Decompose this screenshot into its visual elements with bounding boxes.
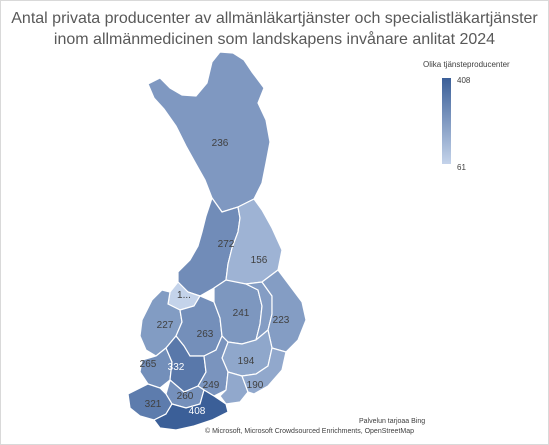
region-label-kainuu: 156 bbox=[251, 255, 268, 266]
region-label-paijat-hame: 249 bbox=[203, 380, 220, 391]
region-label-pohjois-karjala: 223 bbox=[273, 315, 290, 326]
map-title-line-2: inom allmänmedicinen som landskapens inv… bbox=[53, 31, 496, 48]
legend-title: Olika tjänsteproducenter bbox=[423, 60, 510, 69]
region-labels: 236 272 156 1... 227 263 241 223 265 332… bbox=[140, 138, 290, 417]
region-lappi[interactable] bbox=[147, 51, 271, 213]
map-title: Antal privata producenter av allmänläkar… bbox=[0, 8, 549, 50]
region-etela-karjala[interactable] bbox=[241, 347, 287, 395]
region-label-etela-pohjanmaa: 263 bbox=[197, 329, 214, 340]
map-title-line-1: Antal privata producenter av allmänläkar… bbox=[11, 10, 538, 27]
region-label-keski-suomi: 241 bbox=[233, 308, 250, 319]
region-label-pohjanmaa: 227 bbox=[157, 320, 174, 331]
region-pohjois-karjala[interactable] bbox=[261, 269, 307, 353]
map-copyright: © Microsoft, Microsoft Crowdsourced Enri… bbox=[205, 428, 415, 435]
region-label-pirkanmaa: 332 bbox=[168, 362, 185, 373]
region-label-etela-savo: 194 bbox=[238, 356, 255, 367]
region-label-uusimaa: 408 bbox=[189, 406, 206, 417]
region-label-pohjois-pohjanmaa: 272 bbox=[218, 239, 235, 250]
region-label-varsinais-suomi: 321 bbox=[145, 399, 162, 410]
region-label-lappi: 236 bbox=[212, 138, 229, 149]
region-uusimaa[interactable] bbox=[153, 389, 229, 431]
legend-min-value: 61 bbox=[457, 163, 466, 172]
region-label-keski-pohjanmaa: 1... bbox=[177, 290, 191, 301]
legend-max-value: 408 bbox=[457, 76, 471, 85]
legend-color-scale bbox=[442, 78, 451, 164]
region-label-satakunta: 265 bbox=[140, 359, 157, 370]
region-label-kanta-hame: 260 bbox=[177, 391, 194, 402]
map-provider-credit: Palvelun tarjoaa Bing bbox=[359, 418, 426, 425]
region-label-kymenlaakso: 190 bbox=[247, 380, 264, 391]
